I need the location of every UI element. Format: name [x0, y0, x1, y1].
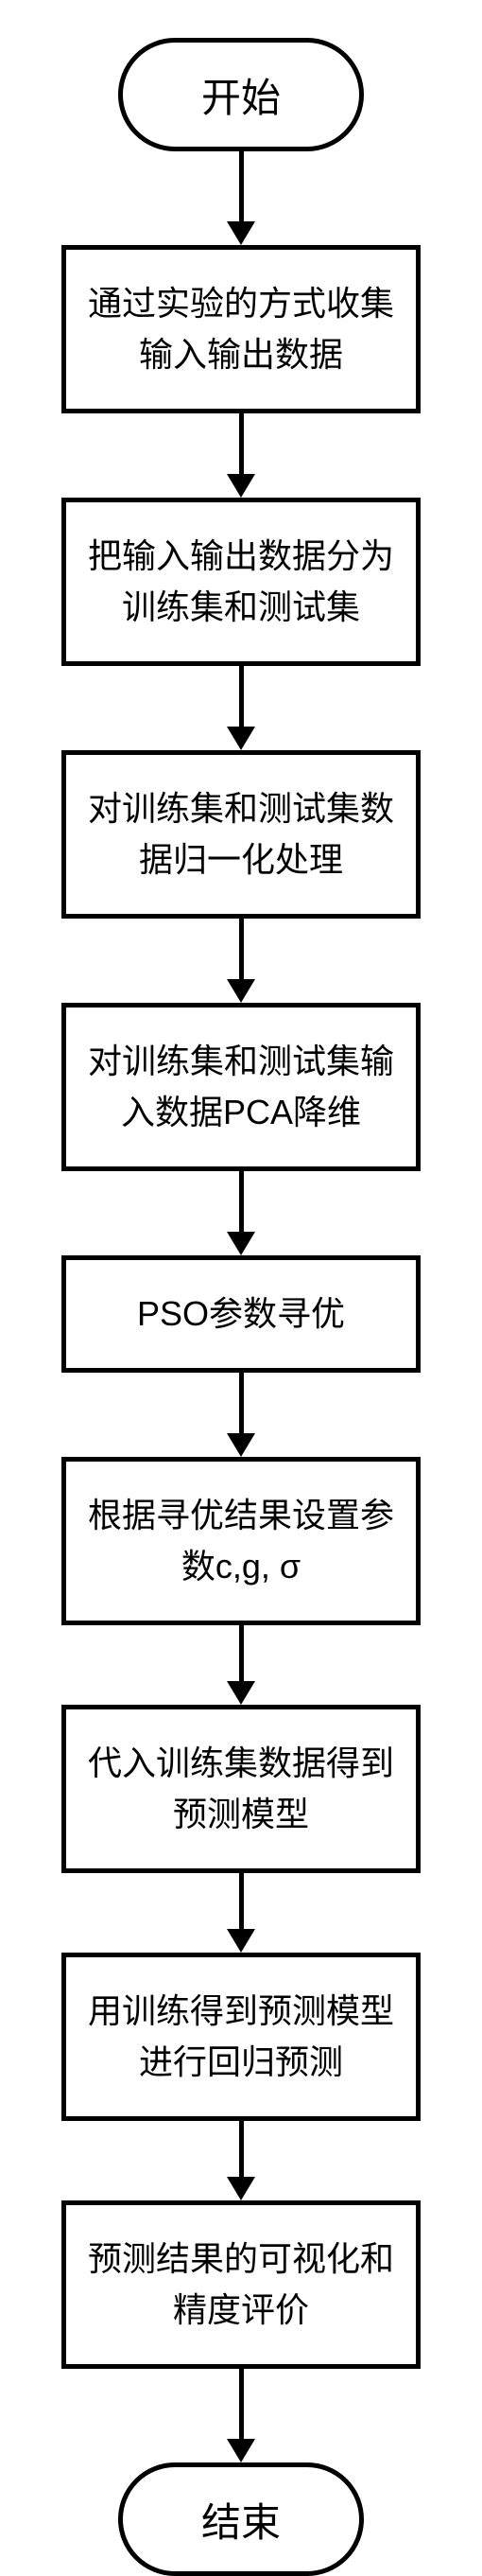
node-label: 预测结果的可视化和精度评价 [83, 2234, 399, 2336]
node-process: 通过实验的方式收集输入输出数据 [61, 245, 421, 413]
node-label: 把输入输出数据分为训练集和测试集 [83, 531, 399, 633]
edge [227, 1171, 255, 1255]
arrow-head-icon [227, 2177, 255, 2200]
edge-line [239, 1171, 244, 1233]
node-process: 对训练集和测试集输入数据PCA降维 [61, 1003, 421, 1171]
edge-line [239, 666, 244, 727]
node-label: 通过实验的方式收集输入输出数据 [83, 278, 399, 380]
arrow-head-icon [227, 979, 255, 1003]
edge-line [239, 151, 244, 222]
node-label: 用训练得到预测模型进行回归预测 [83, 1986, 399, 2088]
edge [227, 919, 255, 1003]
arrow-head-icon [227, 1681, 255, 1705]
edge-line [239, 2369, 244, 2440]
node-label: 对训练集和测试集输入数据PCA降维 [83, 1036, 399, 1138]
node-label: 结束 [201, 2491, 281, 2549]
node-process: 对训练集和测试集数据归一化处理 [61, 750, 421, 919]
node-label: 代入训练集数据得到预测模型 [83, 1738, 399, 1840]
edge-line [239, 1373, 244, 1434]
arrow-head-icon [227, 1433, 255, 1457]
arrow-head-icon [227, 221, 255, 245]
node-label: 开始 [201, 66, 281, 124]
flowchart-container: 开始 通过实验的方式收集输入输出数据 把输入输出数据分为训练集和测试集 对训练集… [0, 0, 482, 2544]
node-end: 结束 [118, 2462, 364, 2576]
edge-line [239, 1625, 244, 1682]
arrow-head-icon [227, 2439, 255, 2462]
edge [227, 1373, 255, 1457]
node-process: PSO参数寻优 [61, 1255, 421, 1373]
edge-line [239, 413, 244, 475]
edge [227, 413, 255, 498]
arrow-head-icon [227, 474, 255, 498]
node-process: 预测结果的可视化和精度评价 [61, 2200, 421, 2369]
edge [227, 1873, 255, 1953]
node-process: 用训练得到预测模型进行回归预测 [61, 1953, 421, 2121]
edge [227, 1625, 255, 1705]
node-start: 开始 [118, 38, 364, 151]
edge-line [239, 2121, 244, 2178]
node-process: 根据寻优结果设置参数c,g, σ [61, 1457, 421, 1625]
node-process: 把输入输出数据分为训练集和测试集 [61, 498, 421, 666]
arrow-head-icon [227, 1232, 255, 1255]
edge [227, 2121, 255, 2200]
edge [227, 151, 255, 245]
edge [227, 2369, 255, 2462]
edge-line [239, 1873, 244, 1930]
node-process: 代入训练集数据得到预测模型 [61, 1705, 421, 1873]
node-label: 对训练集和测试集数据归一化处理 [83, 783, 399, 885]
edge-line [239, 919, 244, 980]
flowchart-column: 开始 通过实验的方式收集输入输出数据 把输入输出数据分为训练集和测试集 对训练集… [0, 38, 482, 2576]
node-label: PSO参数寻优 [137, 1288, 345, 1340]
arrow-head-icon [227, 727, 255, 750]
arrow-head-icon [227, 1929, 255, 1953]
edge [227, 666, 255, 750]
node-label: 根据寻优结果设置参数c,g, σ [83, 1490, 399, 1592]
